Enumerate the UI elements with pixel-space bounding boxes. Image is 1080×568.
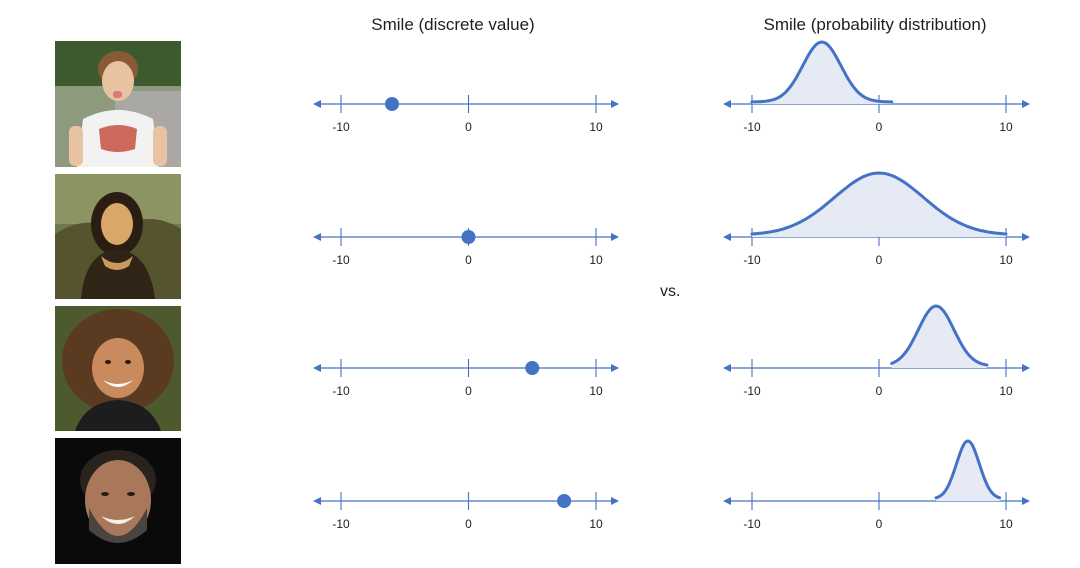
distribution-axis-row-4-tick-label-1: 0 — [876, 517, 883, 531]
vs-label: vs. — [660, 283, 681, 300]
discrete-axis-row-3-tick-label-2: 10 — [589, 384, 603, 398]
distribution-axis-row-4-tick-label-0: -10 — [743, 517, 761, 531]
discrete-axis-row-4-tick-label-2: 10 — [589, 517, 603, 531]
distribution-fill-row-3 — [891, 306, 987, 368]
discrete-axis-row-2-arrow-left — [313, 233, 321, 241]
distribution-axis-row-4-tick-label-2: 10 — [999, 517, 1013, 531]
distribution-curve-row-1 — [750, 40, 894, 104]
distribution-axis-row-3-arrow-right — [1022, 364, 1030, 372]
distribution-axis-row-4-arrow-right — [1022, 497, 1030, 505]
distribution-axis-row-3-arrow-left — [723, 364, 731, 372]
discrete-axis-row-1-tick-label-2: 10 — [589, 120, 603, 134]
distribution-axis-row-2-tick-label-2: 10 — [999, 253, 1013, 267]
distribution-curve-row-3 — [890, 304, 989, 367]
discrete-axis-row-3-arrow-left — [313, 364, 321, 372]
laughing-man-photo — [55, 438, 181, 564]
discrete-axis-row-2-tick-label-2: 10 — [589, 253, 603, 267]
discrete-axis-row-4-tick-label-0: -10 — [332, 517, 350, 531]
distribution-axis-row-1-tick-label-0: -10 — [743, 120, 761, 134]
discrete-value-dot-row-2 — [461, 230, 476, 244]
distribution-axis-row-2-arrow-left — [723, 233, 731, 241]
discrete-value-dot-row-1 — [385, 97, 399, 111]
discrete-column-title: Smile (discrete value) — [371, 15, 535, 34]
distribution-axis-row-2-tick-label-1: 0 — [876, 253, 883, 267]
distribution-curve-row-4 — [934, 439, 1002, 500]
distribution-fill-row-4 — [936, 441, 1000, 501]
discrete-axis-row-2-tick-label-1: 0 — [465, 253, 472, 267]
discrete-axis-row-1-tick-label-0: -10 — [332, 120, 350, 134]
discrete-axis-row-4-tick-label-1: 0 — [465, 517, 472, 531]
smiling-girl-photo — [55, 306, 181, 431]
discrete-axis-row-1-arrow-right — [611, 100, 619, 108]
discrete-axis-row-3-tick-label-0: -10 — [332, 384, 350, 398]
discrete-axis-row-4-arrow-left — [313, 497, 321, 505]
distribution-axis-row-3-tick-label-0: -10 — [743, 384, 761, 398]
discrete-axis-row-4-arrow-right — [611, 497, 619, 505]
discrete-axis-row-1-tick-label-1: 0 — [465, 120, 472, 134]
discrete-axis-row-1-arrow-left — [313, 100, 321, 108]
distribution-axis-row-3-tick-label-2: 10 — [999, 384, 1013, 398]
distribution-axis-row-1-arrow-right — [1022, 100, 1030, 108]
distribution-axis-row-4-arrow-left — [723, 497, 731, 505]
discrete-value-dot-row-3 — [525, 361, 540, 375]
distribution-fill-row-1 — [752, 42, 892, 104]
distribution-column-title: Smile (probability distribution) — [763, 15, 987, 34]
discrete-value-dot-row-4 — [557, 494, 572, 508]
discrete-axis-row-3-arrow-right — [611, 364, 619, 372]
distribution-axis-row-1-tick-label-1: 0 — [876, 120, 883, 134]
distribution-axis-row-2-tick-label-0: -10 — [743, 253, 761, 267]
distribution-axis-row-2-arrow-right — [1022, 233, 1030, 241]
discrete-axis-row-3-tick-label-1: 0 — [465, 384, 472, 398]
distribution-axis-row-3-tick-label-1: 0 — [876, 384, 883, 398]
distribution-axis-row-1-tick-label-2: 10 — [999, 120, 1013, 134]
mona-lisa-photo — [55, 174, 181, 299]
distribution-curve-row-2 — [750, 171, 1008, 236]
distribution-axis-row-1-arrow-left — [723, 100, 731, 108]
discrete-axis-row-2-arrow-right — [611, 233, 619, 241]
distribution-fill-row-2 — [752, 173, 1006, 237]
discrete-axis-row-2-tick-label-0: -10 — [332, 253, 350, 267]
boy-sticking-out-tongue-photo — [55, 41, 181, 167]
